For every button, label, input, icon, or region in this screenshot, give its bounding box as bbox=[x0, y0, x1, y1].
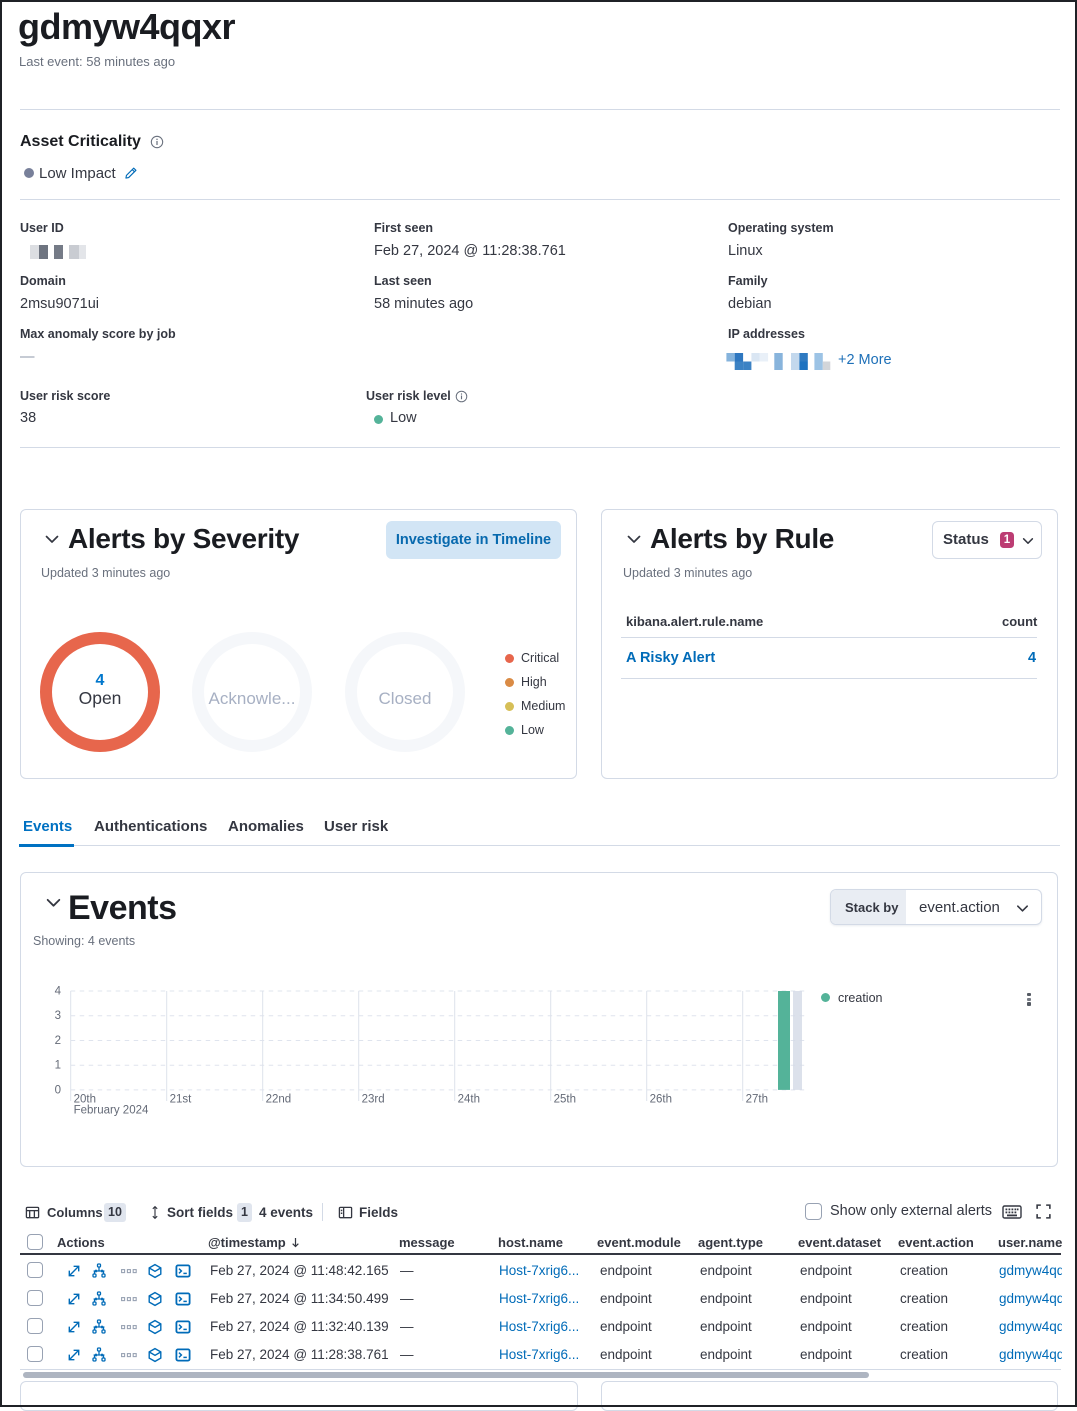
svg-text:20th: 20th bbox=[74, 1094, 96, 1106]
svg-text:23rd: 23rd bbox=[362, 1094, 385, 1106]
svg-text:21st: 21st bbox=[170, 1094, 193, 1106]
svg-text:2: 2 bbox=[55, 1035, 61, 1047]
svg-text:26th: 26th bbox=[650, 1094, 672, 1106]
svg-text:27th: 27th bbox=[746, 1094, 768, 1106]
svg-text:February 2024: February 2024 bbox=[74, 1105, 149, 1117]
svg-text:4: 4 bbox=[55, 986, 62, 998]
svg-text:3: 3 bbox=[55, 1010, 61, 1022]
svg-text:0: 0 bbox=[55, 1084, 61, 1096]
svg-text:1: 1 bbox=[55, 1060, 61, 1072]
svg-text:22nd: 22nd bbox=[266, 1094, 292, 1106]
svg-text:24th: 24th bbox=[458, 1094, 480, 1106]
svg-text:25th: 25th bbox=[554, 1094, 576, 1106]
